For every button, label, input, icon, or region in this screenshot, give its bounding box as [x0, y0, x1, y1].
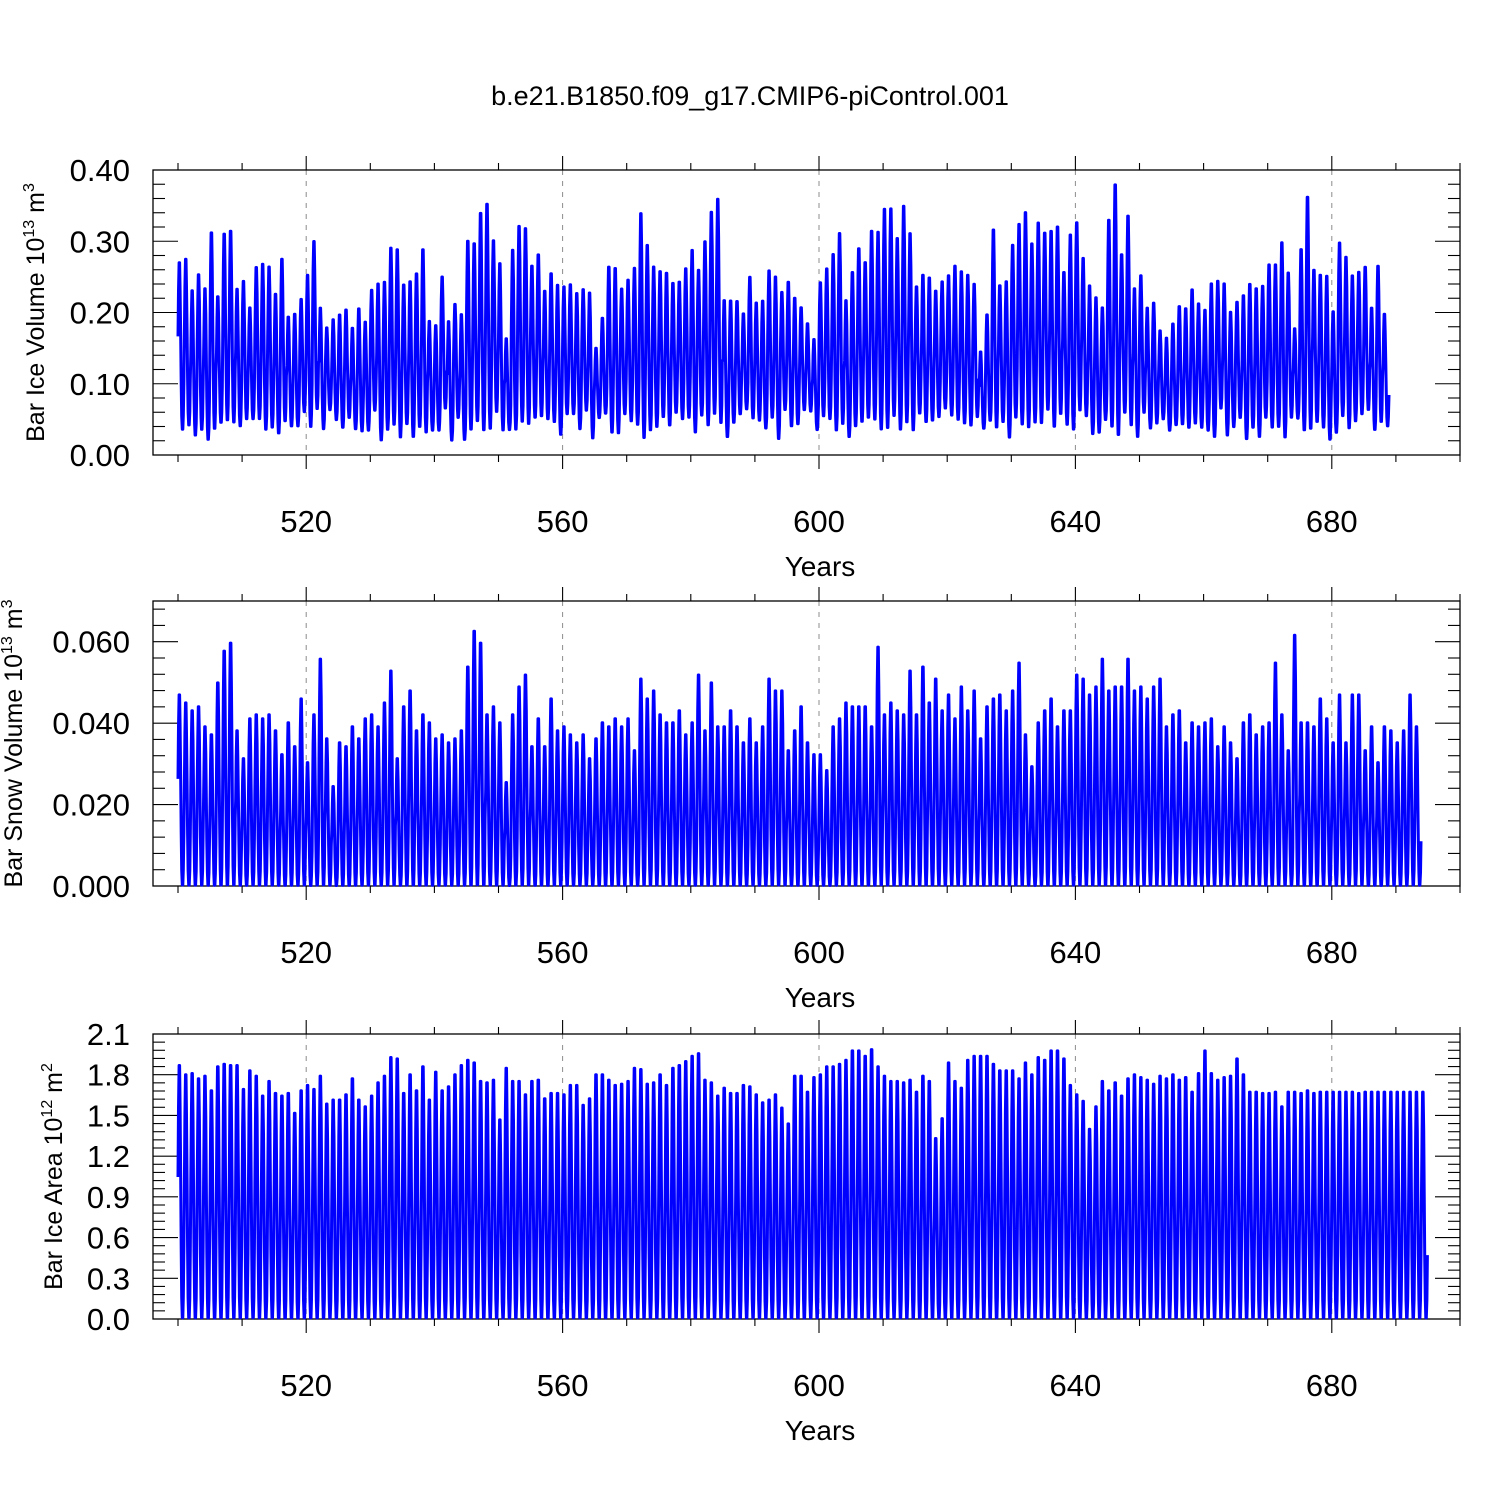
panel-ice-area: 520 560 600 640 680 Years 0.0 0.3 0.6 0.9 1.2 1.5 1.…	[39, 1017, 1461, 1446]
y-tick-label: 0.6	[87, 1221, 130, 1256]
y-tick-label: 1.5	[87, 1098, 130, 1133]
x-tick-label: 520	[280, 935, 332, 970]
series-line	[176, 629, 1423, 887]
x-tick-label: 560	[537, 504, 589, 539]
y-tick-label: 0.20	[70, 296, 130, 331]
y-axis-title: Bar Ice Area 1012 m2	[39, 1063, 68, 1290]
y-tick-label: 0.020	[52, 788, 130, 823]
panel-ice-volume: 520 560 600 640 680 Years 0.00 0.10 0.20 0.30 0.40…	[21, 153, 1461, 582]
x-tick-label: 680	[1306, 504, 1358, 539]
x-tick-label: 680	[1306, 935, 1358, 970]
x-tick-label: 520	[280, 504, 332, 539]
y-axis-title-unit: m	[22, 192, 50, 220]
y-axis-title-main: Bar Ice Area 10	[40, 1118, 68, 1290]
x-tick-label: 600	[793, 1368, 845, 1403]
x-tick-label: 560	[537, 1368, 589, 1403]
y-tick-label: 1.2	[87, 1139, 130, 1174]
y-tick-label: 0.0	[87, 1302, 130, 1337]
plot-frame	[152, 1033, 1461, 1320]
y-tick-label: 0.40	[70, 153, 130, 188]
y-axis-title-main: Bar Snow Volume 10	[0, 654, 28, 887]
y-axis-title-main: Bar Ice Volume 10	[22, 238, 50, 442]
x-axis-title: Years	[785, 982, 856, 1013]
x-tick-label: 520	[280, 1368, 332, 1403]
y-tick-label: 0.040	[52, 706, 130, 741]
x-tick-label: 640	[1050, 1368, 1102, 1403]
y-tick-label: 1.8	[87, 1058, 130, 1093]
y-axis-title-exp: 12	[39, 1100, 56, 1118]
y-tick-label: 0.00	[70, 438, 130, 473]
y-tick-label: 0.10	[70, 367, 130, 402]
y-tick-label: 2.1	[87, 1017, 130, 1052]
y-axis-title: Bar Snow Volume 1013 m3	[0, 599, 28, 887]
x-axis-title: Years	[785, 551, 856, 582]
x-tick-label: 560	[537, 935, 589, 970]
x-tick-label: 600	[793, 935, 845, 970]
y-axis-title-unit: m	[0, 608, 28, 636]
series-line	[176, 183, 1391, 442]
y-tick-label: 0.9	[87, 1180, 130, 1215]
x-tick-label: 640	[1050, 935, 1102, 970]
y-axis-title-unit-exp: 3	[21, 183, 38, 192]
series-line	[176, 1048, 1429, 1320]
y-axis-title-exp: 13	[21, 220, 38, 238]
y-axis-title: Bar Ice Volume 1013 m3	[21, 183, 50, 442]
plot-frame	[152, 600, 1461, 887]
x-tick-label: 680	[1306, 1368, 1358, 1403]
x-tick-label: 600	[793, 504, 845, 539]
x-axis-title: Years	[785, 1415, 856, 1446]
y-axis-title-exp: 13	[0, 636, 16, 654]
y-tick-label: 0.30	[70, 224, 130, 259]
y-tick-label: 0.060	[52, 625, 130, 660]
y-tick-label: 0.000	[52, 869, 130, 904]
y-axis-title-unit: m	[40, 1072, 68, 1100]
y-axis-title-unit-exp: 2	[39, 1063, 56, 1072]
y-tick-label: 0.3	[87, 1261, 130, 1296]
panel-snow-volume: 520 560 600 640 680 Years 0.000 0.020 0.040 0.060…	[0, 587, 1461, 1013]
y-axis-title-unit-exp: 3	[0, 599, 16, 608]
figure-title: b.e21.B1850.f09_g17.CMIP6-piControl.001	[491, 81, 1009, 111]
x-tick-label: 640	[1050, 504, 1102, 539]
